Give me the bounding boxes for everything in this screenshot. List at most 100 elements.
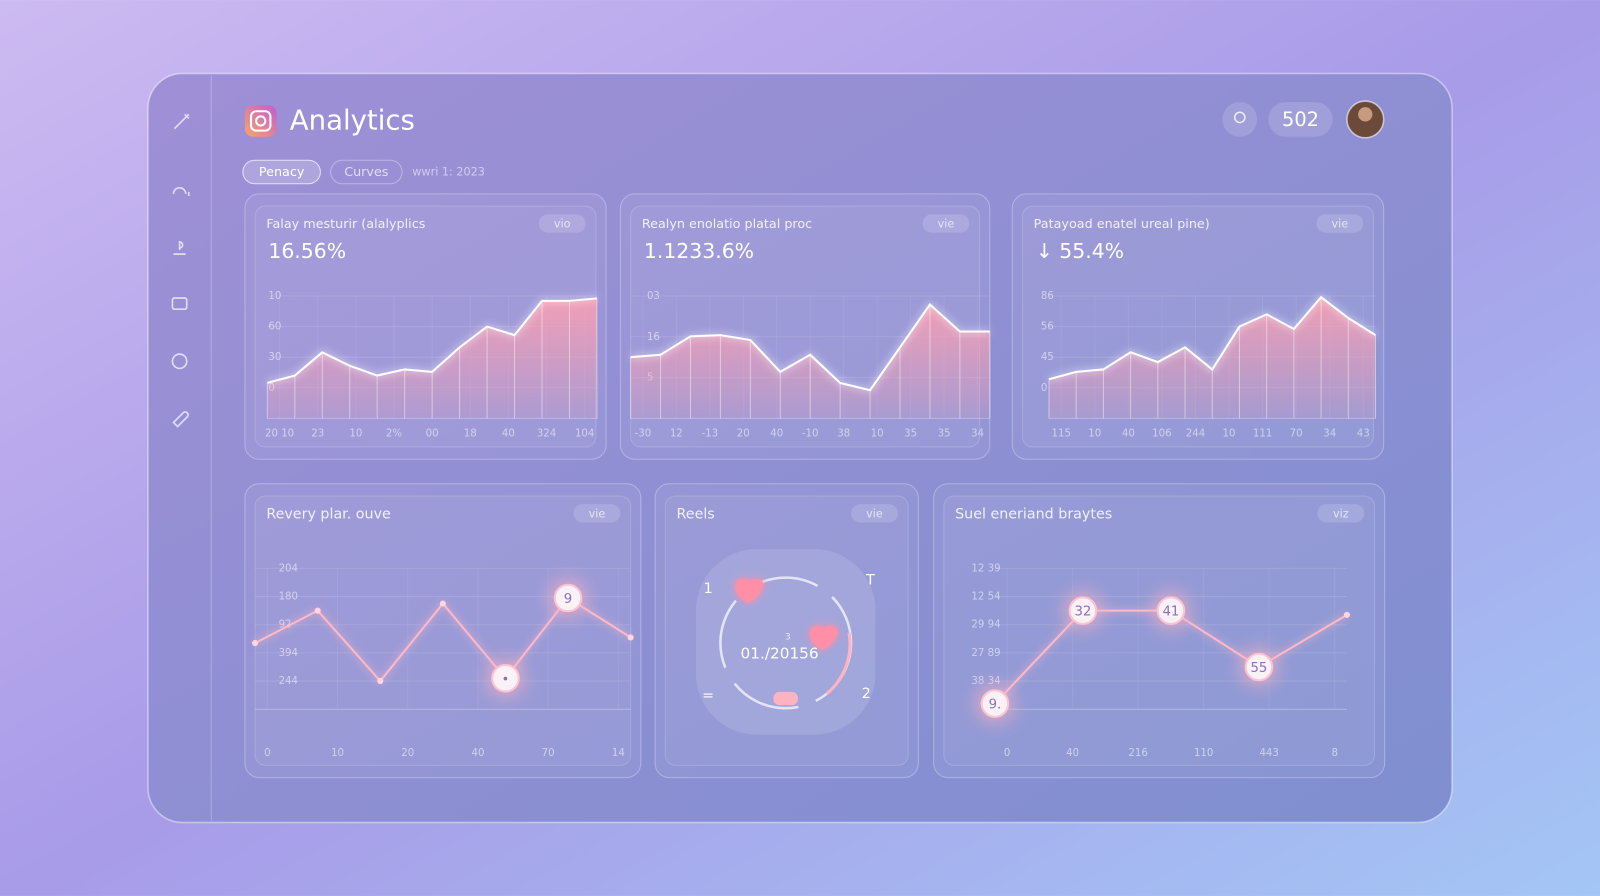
panel-button[interactable] <box>1317 504 1365 523</box>
x-axis-label: 111 <box>1253 429 1272 440</box>
marker <box>553 583 583 613</box>
x-axis-label: 2% <box>386 429 402 440</box>
x-axis-label: 40 <box>502 429 515 440</box>
x-axis-label: 40 <box>770 429 783 440</box>
panel-button[interactable] <box>538 214 586 233</box>
marker <box>491 663 520 693</box>
x-axis-label: 20 10 <box>265 429 294 440</box>
area <box>630 304 990 419</box>
x-axis-label: 8 <box>1331 748 1337 759</box>
page-title: Analytics <box>290 104 415 136</box>
panel-button[interactable] <box>573 504 621 523</box>
marker-label: 32 <box>1074 605 1091 620</box>
panel-button-label: vie <box>589 507 606 520</box>
panel-button[interactable] <box>1316 214 1364 233</box>
panel-title: Suel eneriand braytes <box>955 506 1112 522</box>
x-axis-label: -10 <box>802 429 819 440</box>
nav-icon[interactable] <box>173 241 186 255</box>
x-axis-label: 10 <box>1088 429 1101 440</box>
marker <box>1156 596 1186 625</box>
badge-count: 502 <box>1282 108 1319 131</box>
marker-label: • <box>502 672 510 687</box>
x-axis-label: 34 <box>1323 429 1336 440</box>
y-axis-label: 27 89 <box>971 648 1000 659</box>
x-axis-label: 0 <box>264 748 270 759</box>
panel-button-label: vie <box>866 507 883 520</box>
x-axis-label: 43 <box>1357 429 1370 440</box>
marker-label: 41 <box>1162 605 1179 620</box>
nav-icon[interactable] <box>173 113 190 130</box>
y-axis-label: 45 <box>1041 352 1054 363</box>
x-axis-label: 10 <box>1223 429 1236 440</box>
y-axis-label: 56 <box>1041 322 1054 333</box>
ring-label: 1 <box>704 581 713 597</box>
x-axis-label: 20 <box>401 748 414 759</box>
heart <box>735 578 764 604</box>
x-axis-label: 35 <box>938 429 951 440</box>
y-axis-label: 92 <box>279 620 292 631</box>
avatar <box>1358 107 1373 122</box>
x-axis-label: 00 <box>426 429 439 440</box>
tab-label: Curves <box>344 165 389 180</box>
point <box>627 634 634 641</box>
x-axis-label: 0 <box>1004 748 1010 759</box>
date-range: wwri 1: 2023 <box>412 165 485 178</box>
nav-icon[interactable] <box>171 297 188 311</box>
tab[interactable] <box>330 159 403 185</box>
area <box>1048 297 1376 419</box>
panel-inner <box>254 495 632 766</box>
ring-accent <box>825 632 852 696</box>
metric: 16.56% <box>268 239 346 263</box>
x-axis-label: -30 <box>635 429 652 440</box>
x-axis-label: 10 <box>349 429 362 440</box>
point <box>377 678 384 685</box>
search-icon <box>1233 111 1246 124</box>
y-axis-label: 204 <box>279 563 298 574</box>
x-axis-label: 20 <box>737 429 750 440</box>
x-axis-label: 106 <box>1152 429 1171 440</box>
app-logo <box>255 115 267 127</box>
y-axis-label: 29 94 <box>971 620 1000 631</box>
point <box>314 607 321 614</box>
panel <box>654 483 919 779</box>
search-button[interactable] <box>1222 102 1258 137</box>
marker <box>1068 596 1098 625</box>
panel-button[interactable] <box>922 214 970 233</box>
marker-label: 55 <box>1250 661 1267 676</box>
nav-icon[interactable] <box>172 411 189 428</box>
point <box>439 600 446 607</box>
panel-button-label: vie <box>938 218 955 231</box>
y-axis-label: 16 <box>647 332 660 343</box>
ring-center: 01./20156 <box>741 645 819 663</box>
y-axis-label: 38 34 <box>971 676 1000 687</box>
panel <box>933 483 1386 779</box>
x-axis-label: 324 <box>537 429 556 440</box>
x-axis-label: 14 <box>612 748 625 759</box>
panel-title: Realyn enolatio platal proc <box>642 217 812 232</box>
tab-label: Penacy <box>259 165 305 180</box>
app-logo <box>244 105 277 137</box>
metric: ↓ 55.4% <box>1036 239 1124 263</box>
y-axis-label: 60 <box>268 322 281 333</box>
nav-icon[interactable] <box>171 353 188 370</box>
point <box>252 639 259 647</box>
panel-button-label: vio <box>554 218 571 231</box>
tab[interactable] <box>242 159 321 185</box>
x-axis-label: 40 <box>471 748 484 759</box>
y-axis-label: 12 54 <box>971 592 1000 603</box>
app-logo <box>250 110 272 132</box>
x-axis-label: 216 <box>1128 748 1147 759</box>
panel-button[interactable] <box>851 504 898 523</box>
panel-button-label: viz <box>1333 507 1349 520</box>
x-axis-label: 10 <box>331 748 344 759</box>
x-axis-label: 244 <box>1186 429 1205 440</box>
line <box>1048 295 1377 381</box>
y-axis-label: 180 <box>279 592 298 603</box>
badge[interactable] <box>1268 102 1333 137</box>
panel-title: Revery plar. ouve <box>266 506 391 522</box>
panel-inner <box>664 495 909 766</box>
panel <box>244 483 642 779</box>
nav-icon[interactable] <box>172 186 190 196</box>
